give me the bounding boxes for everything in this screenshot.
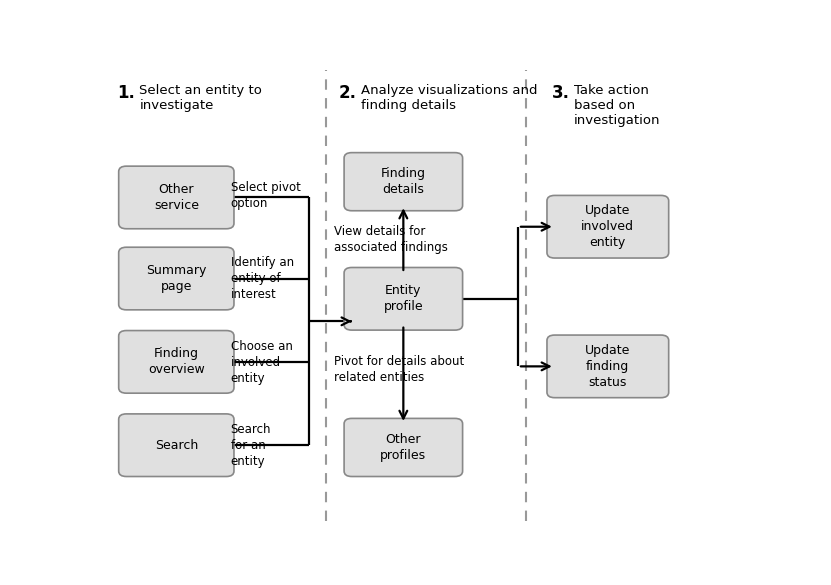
FancyBboxPatch shape (547, 335, 669, 398)
Text: Take action
based on
investigation: Take action based on investigation (574, 84, 661, 127)
Text: Update
finding
status: Update finding status (585, 344, 631, 389)
Text: Select an entity to
investigate: Select an entity to investigate (140, 84, 262, 112)
FancyBboxPatch shape (119, 414, 234, 477)
FancyBboxPatch shape (344, 267, 463, 330)
Text: Search
for an
entity: Search for an entity (231, 423, 271, 468)
Text: Pivot for details about
related entities: Pivot for details about related entities (334, 355, 465, 384)
Text: 1.: 1. (116, 84, 135, 102)
FancyBboxPatch shape (119, 166, 234, 229)
Text: Other
profiles: Other profiles (381, 433, 426, 462)
Text: Identify an
entity of
interest: Identify an entity of interest (231, 256, 294, 301)
Text: Update
involved
entity: Update involved entity (582, 204, 634, 249)
Text: Entity
profile: Entity profile (384, 284, 423, 314)
Text: Summary
page: Summary page (146, 264, 207, 293)
FancyBboxPatch shape (119, 331, 234, 393)
Text: Other
service: Other service (154, 183, 199, 212)
Text: Select pivot
option: Select pivot option (231, 181, 301, 210)
Text: Finding
details: Finding details (381, 167, 425, 196)
FancyBboxPatch shape (344, 153, 463, 211)
Text: Finding
overview: Finding overview (148, 347, 204, 376)
Text: Analyze visualizations and
finding details: Analyze visualizations and finding detai… (361, 84, 538, 112)
Text: Search: Search (155, 439, 198, 452)
FancyBboxPatch shape (119, 247, 234, 310)
Text: 2.: 2. (339, 84, 357, 102)
Text: View details for
associated findings: View details for associated findings (334, 225, 448, 254)
FancyBboxPatch shape (547, 195, 669, 258)
Text: Choose an
involved
entity: Choose an involved entity (231, 339, 293, 384)
FancyBboxPatch shape (344, 418, 463, 477)
Text: 3.: 3. (552, 84, 569, 102)
